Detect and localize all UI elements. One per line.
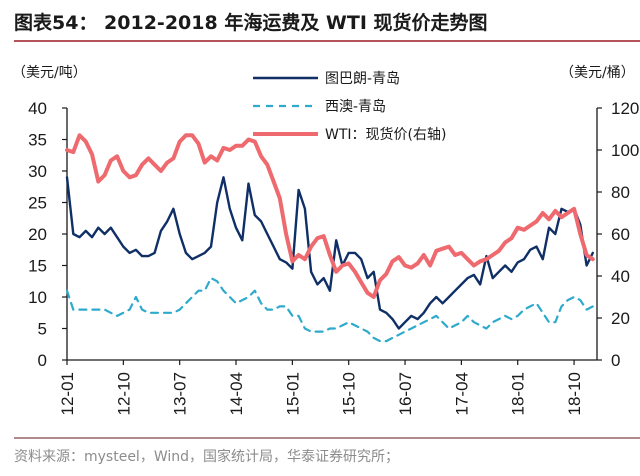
- right-y-tick-label: 100: [611, 141, 639, 160]
- series-line-tubarao-qingdao: [65, 176, 594, 330]
- x-tick-label: 18-10: [565, 372, 584, 415]
- source-note: 资料来源：mysteel，Wind，国家统计局，华泰证券研究所；: [14, 449, 400, 465]
- legend-label-2: WTI：现货价(右轴): [325, 126, 446, 143]
- left-y-tick-label: 0: [38, 351, 47, 370]
- series-line-wti-spot: [65, 133, 595, 299]
- x-tick-label: 15-10: [340, 372, 359, 415]
- axes: 0 5 10 15 20 25 30 35 40 0 20 40 60 80 100 120 12-01 12-1…: [28, 99, 639, 415]
- x-tick-label: 12-10: [114, 372, 133, 415]
- title-divider: [14, 40, 640, 42]
- left-y-tick-label: 35: [28, 131, 47, 150]
- legend-label-0: 图巴朗-青岛: [325, 71, 400, 87]
- series-lines: [65, 133, 595, 343]
- left-y-tick-label: 40: [28, 99, 47, 118]
- x-tick-label: 16-07: [396, 372, 415, 415]
- x-tick-label: 13-07: [171, 372, 190, 415]
- right-y-tick-label: 0: [611, 351, 620, 370]
- x-tick-label: 17-04: [452, 372, 471, 415]
- left-y-tick-label: 15: [28, 257, 47, 276]
- series-line-westaus-qingdao: [65, 277, 594, 343]
- right-y-tick-label: 60: [611, 225, 630, 244]
- right-y-tick-label: 40: [611, 267, 630, 286]
- x-tick-label: 14-04: [227, 372, 246, 415]
- left-y-tick-label: 20: [28, 225, 47, 244]
- x-tick-label: 12-01: [58, 372, 77, 415]
- left-y-tick-label: 5: [38, 320, 47, 339]
- right-axis-unit: （美元/桶）: [560, 65, 635, 81]
- footer-divider: [14, 437, 640, 439]
- left-y-tick-label: 30: [28, 162, 47, 181]
- legend-label-1: 西澳-青岛: [325, 99, 386, 115]
- left-axis-unit: （美元/吨）: [12, 65, 87, 81]
- left-y-tick-label: 10: [28, 288, 47, 307]
- x-tick-label: 18-01: [509, 372, 528, 415]
- right-y-tick-label: 20: [611, 309, 630, 328]
- left-y-tick-label: 25: [28, 194, 47, 213]
- right-y-tick-label: 120: [611, 99, 639, 118]
- x-tick-label: 15-01: [283, 372, 302, 415]
- right-y-tick-label: 80: [611, 183, 630, 202]
- chart-title: 图表54： 2012-2018 年海运费及 WTI 现货价走势图: [14, 12, 488, 34]
